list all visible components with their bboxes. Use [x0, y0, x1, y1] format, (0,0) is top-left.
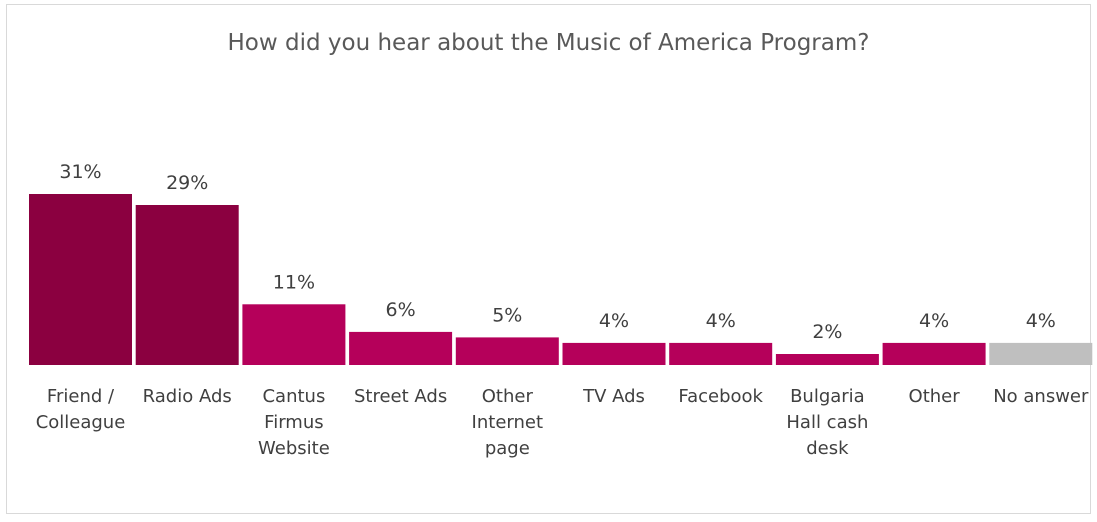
bar-2: [242, 304, 346, 365]
category-label-9: No answer: [993, 386, 1089, 407]
category-label-5: TV Ads: [582, 386, 645, 407]
data-label-6: 4%: [706, 310, 736, 332]
category-label-6: Facebook: [678, 386, 763, 407]
bar-0: [29, 194, 132, 365]
bar-1: [135, 205, 239, 365]
category-label-8: Other: [909, 386, 961, 407]
category-label-0: Friend / Colleague: [36, 386, 126, 433]
bar-8: [882, 342, 986, 365]
bar-6: [669, 342, 773, 365]
category-label-7: Bulgaria Hall cash desk: [786, 386, 868, 459]
bar-7: [775, 354, 879, 365]
category-label-1: Radio Ads: [143, 386, 232, 407]
data-label-0: 31%: [59, 161, 101, 183]
bar-3: [349, 331, 453, 365]
data-label-9: 4%: [1026, 310, 1056, 332]
data-label-4: 5%: [492, 304, 522, 326]
data-label-2: 11%: [273, 271, 315, 293]
bar-9: [989, 342, 1093, 365]
chart-title: How did you hear about the Music of Amer…: [227, 30, 870, 56]
bar-5: [562, 342, 666, 365]
category-label-4: Other Internet page: [472, 386, 543, 459]
data-label-3: 6%: [386, 299, 416, 321]
bar-4: [455, 337, 559, 365]
data-label-5: 4%: [599, 310, 629, 332]
data-label-8: 4%: [919, 310, 949, 332]
data-label-7: 2%: [812, 321, 842, 343]
category-label-3: Street Ads: [354, 386, 447, 407]
data-label-1: 29%: [166, 172, 208, 194]
category-label-2: Cantus Firmus Website: [258, 386, 330, 459]
